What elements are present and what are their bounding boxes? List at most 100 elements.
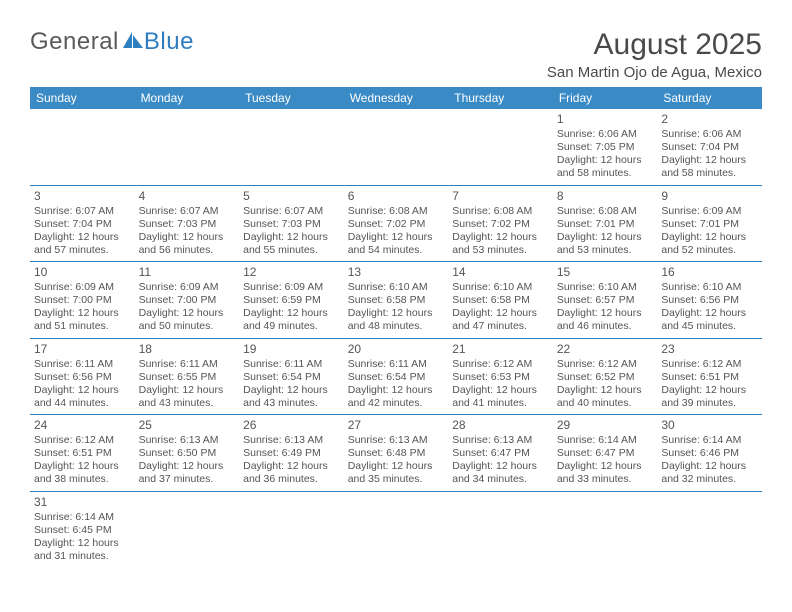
daylight-text: Daylight: 12 hours and 40 minutes. bbox=[557, 384, 654, 410]
sunrise-text: Sunrise: 6:12 AM bbox=[557, 358, 654, 371]
sunrise-text: Sunrise: 6:11 AM bbox=[34, 358, 131, 371]
sunset-text: Sunset: 7:04 PM bbox=[34, 218, 131, 231]
day-number: 5 bbox=[243, 189, 340, 204]
sunrise-text: Sunrise: 6:14 AM bbox=[557, 434, 654, 447]
sunset-text: Sunset: 6:45 PM bbox=[34, 524, 131, 537]
sunset-text: Sunset: 6:54 PM bbox=[243, 371, 340, 384]
day-number: 7 bbox=[452, 189, 549, 204]
calendar-cell: 7Sunrise: 6:08 AMSunset: 7:02 PMDaylight… bbox=[448, 185, 553, 262]
day-number: 21 bbox=[452, 342, 549, 357]
calendar-cell: 28Sunrise: 6:13 AMSunset: 6:47 PMDayligh… bbox=[448, 415, 553, 492]
daylight-text: Daylight: 12 hours and 45 minutes. bbox=[661, 307, 758, 333]
calendar-cell: 8Sunrise: 6:08 AMSunset: 7:01 PMDaylight… bbox=[553, 185, 658, 262]
calendar-cell bbox=[239, 491, 344, 567]
sunrise-text: Sunrise: 6:06 AM bbox=[557, 128, 654, 141]
daylight-text: Daylight: 12 hours and 36 minutes. bbox=[243, 460, 340, 486]
calendar-body: 1Sunrise: 6:06 AMSunset: 7:05 PMDaylight… bbox=[30, 109, 762, 567]
day-number: 8 bbox=[557, 189, 654, 204]
sunrise-text: Sunrise: 6:09 AM bbox=[243, 281, 340, 294]
daylight-text: Daylight: 12 hours and 35 minutes. bbox=[348, 460, 445, 486]
daylight-text: Daylight: 12 hours and 52 minutes. bbox=[661, 231, 758, 257]
daylight-text: Daylight: 12 hours and 49 minutes. bbox=[243, 307, 340, 333]
day-number: 9 bbox=[661, 189, 758, 204]
dow-header: Wednesday bbox=[344, 87, 449, 109]
calendar-cell bbox=[135, 109, 240, 185]
calendar-cell: 11Sunrise: 6:09 AMSunset: 7:00 PMDayligh… bbox=[135, 262, 240, 339]
daylight-text: Daylight: 12 hours and 32 minutes. bbox=[661, 460, 758, 486]
day-number: 19 bbox=[243, 342, 340, 357]
sunset-text: Sunset: 6:50 PM bbox=[139, 447, 236, 460]
sunset-text: Sunset: 7:02 PM bbox=[452, 218, 549, 231]
day-number: 15 bbox=[557, 265, 654, 280]
daylight-text: Daylight: 12 hours and 56 minutes. bbox=[139, 231, 236, 257]
day-number: 10 bbox=[34, 265, 131, 280]
dow-header: Tuesday bbox=[239, 87, 344, 109]
sunrise-text: Sunrise: 6:08 AM bbox=[452, 205, 549, 218]
daylight-text: Daylight: 12 hours and 37 minutes. bbox=[139, 460, 236, 486]
calendar-cell: 30Sunrise: 6:14 AMSunset: 6:46 PMDayligh… bbox=[657, 415, 762, 492]
day-number: 3 bbox=[34, 189, 131, 204]
daylight-text: Daylight: 12 hours and 58 minutes. bbox=[661, 154, 758, 180]
day-number: 27 bbox=[348, 418, 445, 433]
sail-icon bbox=[122, 31, 144, 49]
sunset-text: Sunset: 6:53 PM bbox=[452, 371, 549, 384]
sunset-text: Sunset: 6:47 PM bbox=[557, 447, 654, 460]
day-number: 1 bbox=[557, 112, 654, 127]
calendar-cell: 13Sunrise: 6:10 AMSunset: 6:58 PMDayligh… bbox=[344, 262, 449, 339]
calendar-cell: 5Sunrise: 6:07 AMSunset: 7:03 PMDaylight… bbox=[239, 185, 344, 262]
daylight-text: Daylight: 12 hours and 48 minutes. bbox=[348, 307, 445, 333]
calendar-cell: 17Sunrise: 6:11 AMSunset: 6:56 PMDayligh… bbox=[30, 338, 135, 415]
daylight-text: Daylight: 12 hours and 33 minutes. bbox=[557, 460, 654, 486]
day-number: 31 bbox=[34, 495, 131, 510]
dow-header: Monday bbox=[135, 87, 240, 109]
daylight-text: Daylight: 12 hours and 53 minutes. bbox=[452, 231, 549, 257]
day-number: 12 bbox=[243, 265, 340, 280]
day-number: 16 bbox=[661, 265, 758, 280]
calendar-cell: 12Sunrise: 6:09 AMSunset: 6:59 PMDayligh… bbox=[239, 262, 344, 339]
daylight-text: Daylight: 12 hours and 53 minutes. bbox=[557, 231, 654, 257]
sunset-text: Sunset: 6:46 PM bbox=[661, 447, 758, 460]
sunrise-text: Sunrise: 6:14 AM bbox=[661, 434, 758, 447]
day-number: 22 bbox=[557, 342, 654, 357]
sunrise-text: Sunrise: 6:10 AM bbox=[348, 281, 445, 294]
dow-header: Friday bbox=[553, 87, 658, 109]
calendar-cell: 6Sunrise: 6:08 AMSunset: 7:02 PMDaylight… bbox=[344, 185, 449, 262]
sunrise-text: Sunrise: 6:14 AM bbox=[34, 511, 131, 524]
sunset-text: Sunset: 7:03 PM bbox=[243, 218, 340, 231]
calendar-cell: 3Sunrise: 6:07 AMSunset: 7:04 PMDaylight… bbox=[30, 185, 135, 262]
sunset-text: Sunset: 7:00 PM bbox=[34, 294, 131, 307]
sunset-text: Sunset: 6:58 PM bbox=[348, 294, 445, 307]
dow-header: Sunday bbox=[30, 87, 135, 109]
calendar-cell: 22Sunrise: 6:12 AMSunset: 6:52 PMDayligh… bbox=[553, 338, 658, 415]
sunset-text: Sunset: 6:56 PM bbox=[661, 294, 758, 307]
daylight-text: Daylight: 12 hours and 50 minutes. bbox=[139, 307, 236, 333]
sunrise-text: Sunrise: 6:13 AM bbox=[348, 434, 445, 447]
sunset-text: Sunset: 6:51 PM bbox=[661, 371, 758, 384]
sunrise-text: Sunrise: 6:08 AM bbox=[348, 205, 445, 218]
day-number: 17 bbox=[34, 342, 131, 357]
calendar-cell: 2Sunrise: 6:06 AMSunset: 7:04 PMDaylight… bbox=[657, 109, 762, 185]
calendar-cell: 9Sunrise: 6:09 AMSunset: 7:01 PMDaylight… bbox=[657, 185, 762, 262]
calendar-cell: 10Sunrise: 6:09 AMSunset: 7:00 PMDayligh… bbox=[30, 262, 135, 339]
sunset-text: Sunset: 6:55 PM bbox=[139, 371, 236, 384]
calendar-cell bbox=[344, 109, 449, 185]
calendar-cell: 26Sunrise: 6:13 AMSunset: 6:49 PMDayligh… bbox=[239, 415, 344, 492]
calendar-cell bbox=[135, 491, 240, 567]
sunrise-text: Sunrise: 6:11 AM bbox=[348, 358, 445, 371]
sunset-text: Sunset: 6:57 PM bbox=[557, 294, 654, 307]
sunrise-text: Sunrise: 6:13 AM bbox=[452, 434, 549, 447]
day-number: 26 bbox=[243, 418, 340, 433]
calendar-cell bbox=[657, 491, 762, 567]
day-number: 4 bbox=[139, 189, 236, 204]
daylight-text: Daylight: 12 hours and 31 minutes. bbox=[34, 537, 131, 563]
month-title: August 2025 bbox=[547, 28, 762, 62]
sunrise-text: Sunrise: 6:10 AM bbox=[661, 281, 758, 294]
sunset-text: Sunset: 7:01 PM bbox=[661, 218, 758, 231]
sunrise-text: Sunrise: 6:11 AM bbox=[243, 358, 340, 371]
sunrise-text: Sunrise: 6:06 AM bbox=[661, 128, 758, 141]
daylight-text: Daylight: 12 hours and 54 minutes. bbox=[348, 231, 445, 257]
sunset-text: Sunset: 7:04 PM bbox=[661, 141, 758, 154]
sunrise-text: Sunrise: 6:07 AM bbox=[139, 205, 236, 218]
sunrise-text: Sunrise: 6:13 AM bbox=[139, 434, 236, 447]
day-number: 14 bbox=[452, 265, 549, 280]
